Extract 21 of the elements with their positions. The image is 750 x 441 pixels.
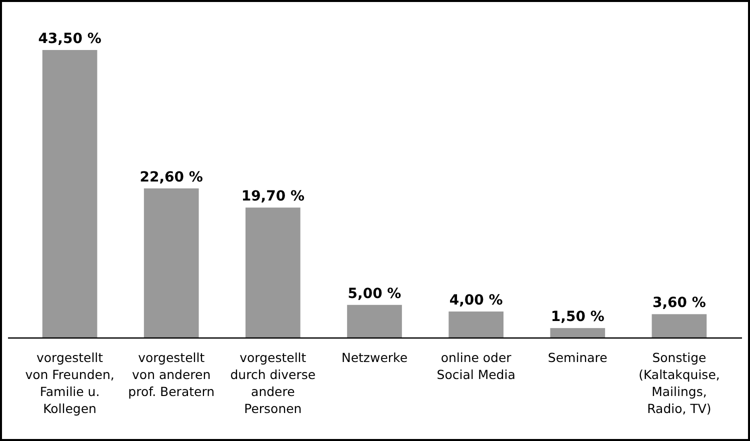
bar — [652, 314, 707, 338]
x-tick-label: online oder Social Media — [436, 350, 516, 382]
x-tick-label: vorgestellt von anderen prof. Beratern — [128, 350, 215, 399]
data-label: 3,60 % — [652, 295, 706, 312]
bar — [42, 50, 98, 338]
x-tick-label: vorgestellt von Freunden, Familie u. Kollegen — [25, 350, 114, 416]
data-label: 1,50 % — [550, 309, 604, 326]
bar — [246, 208, 300, 338]
bar — [448, 312, 504, 338]
bar — [550, 328, 606, 338]
x-tick-label: vorgestellt durch diverse andere Personen — [230, 350, 316, 416]
x-tick-label: Sonstige (Kaltakquise, Mailings, Radio, TV) — [638, 350, 720, 416]
data-label: 5,00 % — [348, 286, 402, 302]
x-tick-label: Netzwerke — [341, 350, 408, 365]
data-label: 22,60 % — [140, 169, 203, 186]
data-label: 4,00 % — [449, 292, 503, 309]
x-tick-label: Seminare — [548, 350, 608, 365]
bar — [347, 304, 402, 338]
bar — [144, 188, 199, 338]
data-label: 43,50 % — [38, 31, 102, 47]
data-label: 19,70 % — [241, 188, 305, 205]
